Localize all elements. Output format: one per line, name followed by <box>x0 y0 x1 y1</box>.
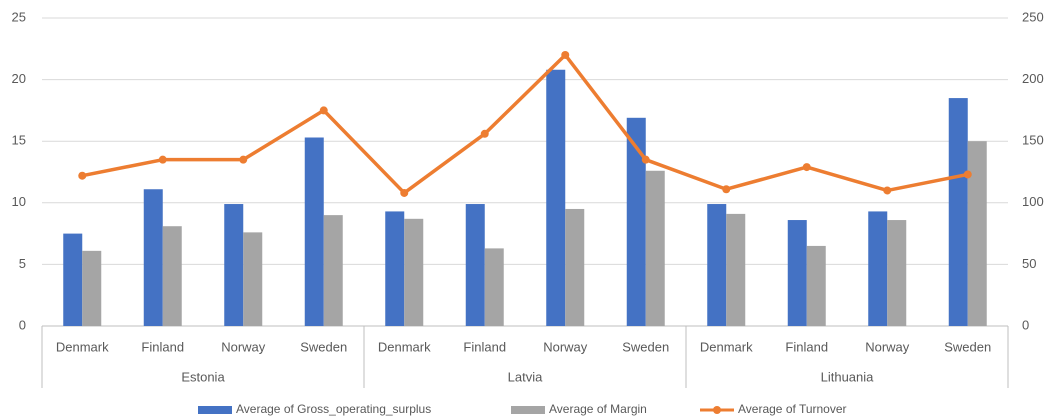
bar <box>63 233 83 326</box>
x-tick-label: Sweden <box>300 339 347 354</box>
bar <box>726 213 746 326</box>
line-marker <box>722 185 731 194</box>
bar <box>868 211 888 326</box>
bar <box>323 215 343 326</box>
line-marker <box>561 50 570 59</box>
line <box>81 53 969 195</box>
bar <box>787 220 807 326</box>
legend-label: Average of Turnover <box>738 402 847 416</box>
bar <box>224 204 244 326</box>
bar <box>967 141 987 326</box>
bar <box>887 220 907 326</box>
x-tick-label: Norway <box>543 339 588 354</box>
line-marker <box>78 171 87 180</box>
y-tick-label: 0 <box>19 317 26 332</box>
line-marker <box>641 155 650 164</box>
line-marker <box>963 170 972 179</box>
bar <box>948 98 968 326</box>
x-tick-label: Denmark <box>56 339 109 354</box>
y-tick-label: 20 <box>12 71 26 86</box>
y2-tick-label: 250 <box>1022 9 1044 24</box>
line-marker <box>883 186 892 195</box>
x-tick-label: Norway <box>865 339 910 354</box>
line-marker <box>239 155 248 164</box>
group-label: Latvia <box>508 369 543 384</box>
x-tick-label: Finland <box>141 339 184 354</box>
bar <box>243 232 263 326</box>
line-marker <box>802 163 811 172</box>
group-label: Estonia <box>181 369 225 384</box>
bar <box>82 250 102 326</box>
legend-key <box>198 406 232 414</box>
x-tick-label: Norway <box>221 339 266 354</box>
x-tick-label: Denmark <box>378 339 431 354</box>
bar <box>806 245 826 326</box>
x-tick-label: Denmark <box>700 339 753 354</box>
y2-tick-label: 0 <box>1022 317 1029 332</box>
x-tick-label: Sweden <box>622 339 669 354</box>
legend-label: Average of Gross_operating_surplus <box>236 402 431 416</box>
line-marker <box>319 106 328 115</box>
group-label: Lithuania <box>821 369 875 384</box>
bar <box>626 117 646 327</box>
y2-tick-label: 200 <box>1022 71 1044 86</box>
bar <box>162 226 182 326</box>
bar <box>546 69 566 326</box>
line-marker <box>480 129 489 138</box>
bar <box>484 248 504 326</box>
line-marker <box>158 155 167 164</box>
bar <box>645 170 665 326</box>
bar <box>143 189 163 326</box>
x-tick-label: Sweden <box>944 339 991 354</box>
y2-tick-label: 150 <box>1022 133 1044 148</box>
x-tick-label: Finland <box>785 339 828 354</box>
y-tick-label: 5 <box>19 256 26 271</box>
y-tick-label: 10 <box>12 194 26 209</box>
bar <box>404 218 424 326</box>
y-tick-label: 15 <box>12 133 26 148</box>
x-tick-label: Finland <box>463 339 506 354</box>
bar <box>565 208 585 326</box>
legend-key-marker <box>713 406 721 414</box>
legend-key <box>511 406 545 414</box>
bar <box>465 204 485 326</box>
bar <box>304 137 324 326</box>
legend-label: Average of Margin <box>549 402 647 416</box>
y2-tick-label: 50 <box>1022 256 1036 271</box>
bar <box>385 211 405 326</box>
y-tick-label: 25 <box>12 9 26 24</box>
line-marker <box>400 188 409 197</box>
bar <box>707 204 727 326</box>
y2-tick-label: 100 <box>1022 194 1044 209</box>
